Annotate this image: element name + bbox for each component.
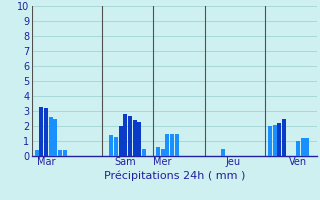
Bar — [170, 134, 174, 156]
X-axis label: Précipitations 24h ( mm ): Précipitations 24h ( mm ) — [104, 170, 245, 181]
Bar — [58, 150, 62, 156]
Bar — [114, 137, 118, 156]
Bar — [137, 121, 141, 156]
Bar — [156, 147, 160, 156]
Bar — [128, 116, 132, 156]
Bar — [277, 123, 281, 156]
Bar — [53, 118, 57, 156]
Bar — [133, 120, 137, 156]
Bar — [161, 148, 165, 156]
Bar — [296, 141, 300, 156]
Bar — [282, 118, 286, 156]
Bar — [273, 124, 277, 156]
Bar — [301, 138, 305, 156]
Bar — [306, 138, 309, 156]
Bar — [165, 134, 169, 156]
Bar — [63, 150, 67, 156]
Bar — [109, 135, 113, 156]
Bar — [35, 150, 39, 156]
Bar — [39, 106, 43, 156]
Bar — [175, 134, 179, 156]
Bar — [268, 126, 272, 156]
Bar — [49, 117, 53, 156]
Bar — [124, 114, 127, 156]
Bar — [221, 148, 225, 156]
Bar — [44, 108, 48, 156]
Bar — [142, 148, 146, 156]
Bar — [119, 126, 123, 156]
